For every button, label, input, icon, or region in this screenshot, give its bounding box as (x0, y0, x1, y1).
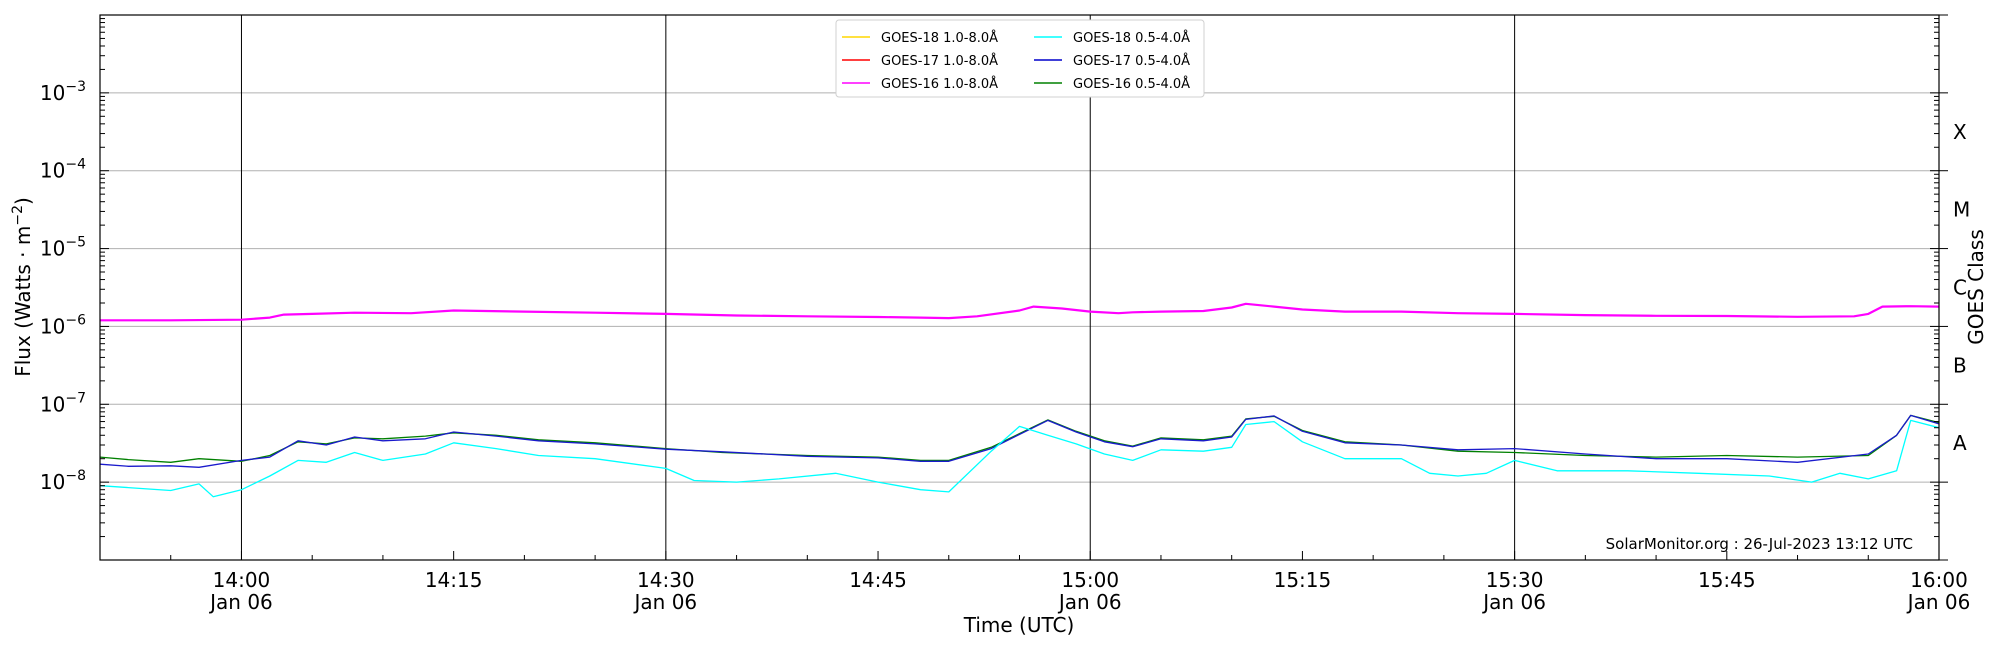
y-tick-label: 10−5 (40, 235, 86, 261)
x-tick-label: 15:45 (1698, 568, 1756, 592)
x-tick-date-label: Jan 06 (1906, 590, 1971, 614)
series-layer (100, 302, 1939, 498)
right-axis-ticks (1930, 14, 1948, 561)
right-axis-title: GOES Class (1964, 229, 1988, 345)
x-tick-label: 14:30 (637, 568, 695, 592)
day-vertical-lines (240, 15, 1516, 560)
x-tick-label: 15:00 (1061, 568, 1119, 592)
legend-label: GOES-18 0.5-4.0Å (1073, 30, 1190, 46)
x-tick-label: 14:45 (849, 568, 907, 592)
x-tick-label: 16:00 (1910, 568, 1968, 592)
y-tick-label: 10−4 (40, 157, 86, 183)
legend-box (835, 19, 1205, 98)
y-tick-label: 10−8 (40, 468, 86, 494)
goes-class-c: C (1953, 276, 1967, 300)
y-tick-label: 10−7 (40, 390, 86, 416)
x-tick-label: 14:15 (425, 568, 483, 592)
x-tick-date-label: Jan 06 (1057, 590, 1122, 614)
legend-label: GOES-17 1.0-8.0Å (881, 53, 998, 69)
x-axis-title: Time (UTC) (963, 613, 1075, 637)
series-line-goes-17-0-5-4-0- (100, 414, 1939, 468)
legend-label: GOES-16 1.0-8.0Å (881, 76, 998, 92)
x-tick-date-label: Jan 06 (208, 590, 273, 614)
y-tick-label: 10−3 (40, 79, 86, 105)
legend: GOES-18 1.0-8.0Å GOES-17 1.0-8.0Å GOES-16 … (835, 19, 1205, 98)
goes-class-a: A (1953, 431, 1967, 455)
x-tick-date-label: Jan 06 (633, 590, 698, 614)
x-tick-date-label: Jan 06 (1481, 590, 1546, 614)
series-line-goes-18-0-5-4-0- (100, 419, 1939, 498)
y-axis-ticks: 10−8 10−7 10−6 10−5 10−4 10−3 (40, 14, 109, 561)
goes-class-x: X (1953, 120, 1967, 144)
y-tick-label: 10−6 (40, 312, 86, 338)
x-tick-label: 15:30 (1486, 568, 1544, 592)
x-tick-label: 14:00 (213, 568, 271, 592)
legend-label: GOES-16 0.5-4.0Å (1073, 76, 1190, 92)
goes-class-b: B (1953, 353, 1967, 377)
x-tick-label: 15:15 (1274, 568, 1332, 592)
goes-class-labels: A B C M X (1953, 120, 1970, 455)
series-line-goes-16-1-0-8-0- (100, 302, 1939, 322)
plot-background (100, 15, 1939, 560)
legend-label: GOES-18 1.0-8.0Å (881, 30, 998, 46)
goes-class-m: M (1953, 198, 1970, 222)
legend-label: GOES-17 0.5-4.0Å (1073, 53, 1190, 69)
y-axis-title: Flux (Watts · m−2) (10, 197, 35, 377)
credit-text: SolarMonitor.org : 26-Jul-2023 13:12 UTC (1606, 535, 1913, 553)
